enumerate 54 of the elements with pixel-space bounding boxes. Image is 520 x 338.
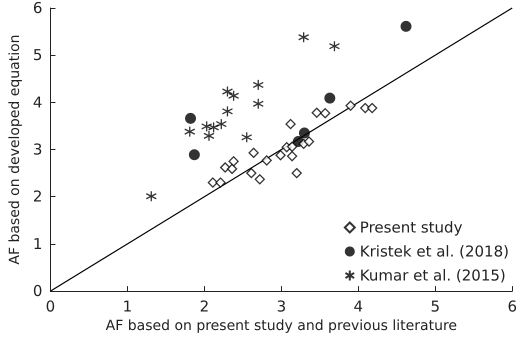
point [360, 102, 370, 114]
point [146, 190, 157, 202]
point [184, 126, 196, 138]
x-tick-label: 1 [122, 298, 132, 316]
point [345, 100, 356, 111]
point [292, 168, 302, 178]
y-axis-title: AF based on developed equation [7, 34, 23, 265]
point [220, 162, 230, 173]
y-tick-label: 0 [32, 282, 42, 300]
y-tick-label: 1 [32, 234, 42, 253]
point [216, 118, 227, 130]
point [286, 142, 298, 152]
legend-label: Kristek et al. (2018) [360, 242, 509, 260]
point [262, 155, 272, 166]
point [203, 130, 215, 142]
point [252, 79, 264, 91]
x-tick-label: 5 [430, 298, 440, 316]
point [400, 20, 412, 32]
x-tick-label: 0 [46, 298, 56, 316]
x-tick-label: 6 [507, 298, 517, 316]
y-tick-label: 3 [32, 140, 42, 159]
point [208, 177, 218, 188]
point [226, 164, 238, 174]
point [275, 150, 286, 160]
point [286, 151, 298, 162]
y-tick-label: 5 [32, 46, 42, 64]
y-tick-label: 6 [32, 0, 42, 17]
point [298, 32, 310, 43]
point [248, 148, 259, 158]
y-tick-label: 2 [32, 188, 42, 206]
point [228, 156, 239, 166]
point [185, 112, 196, 124]
point [215, 177, 226, 188]
point [367, 102, 378, 114]
legend-label: Kumar et al. (2015) [360, 266, 506, 284]
legend-label: Present study [360, 218, 463, 236]
x-tick-label: 3 [276, 298, 286, 316]
point [246, 168, 256, 178]
point [188, 149, 200, 160]
point [298, 128, 310, 139]
y-tick-label: 4 [32, 93, 42, 112]
point [320, 108, 330, 118]
x-tick-label: 4 [354, 298, 364, 316]
point [304, 136, 314, 147]
point [222, 106, 234, 117]
point [252, 98, 264, 110]
point [328, 40, 340, 52]
x-tick-label: 2 [200, 298, 210, 316]
point [254, 174, 265, 184]
point [312, 108, 322, 118]
point [241, 132, 252, 143]
point [285, 118, 296, 130]
point [324, 92, 336, 104]
x-axis-title: AF based on present study and previous literature [106, 318, 458, 334]
